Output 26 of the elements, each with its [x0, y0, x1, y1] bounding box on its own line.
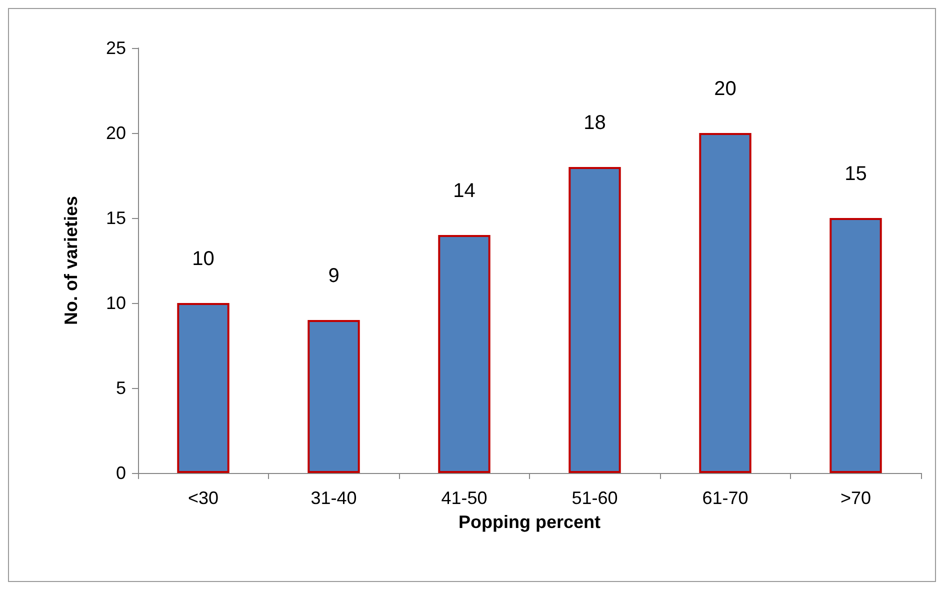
y-axis-title: No. of varieties	[61, 196, 81, 326]
bar	[699, 133, 752, 473]
y-tick-label: 10	[106, 293, 126, 313]
bar	[830, 218, 882, 473]
data-label: 10	[192, 248, 214, 270]
bar	[438, 235, 490, 473]
x-tick-label: 51-60	[572, 488, 618, 508]
data-label: 20	[714, 78, 736, 100]
bar	[568, 167, 621, 473]
y-tick-label: 5	[116, 378, 126, 398]
x-tick-label: 61-70	[702, 488, 748, 508]
bar	[177, 303, 230, 473]
y-tick-label: 25	[106, 38, 126, 58]
x-tick-label: 31-40	[310, 488, 357, 508]
data-label: 18	[584, 112, 606, 134]
data-label: 14	[453, 180, 476, 202]
y-tick-label: 0	[116, 463, 126, 483]
x-tick-label: 41-50	[441, 488, 488, 508]
y-tick-label: 20	[106, 123, 126, 143]
data-label: 9	[328, 265, 340, 287]
y-tick-label: 15	[106, 208, 126, 228]
x-axis-title: Popping percent	[458, 512, 601, 532]
bar	[308, 320, 360, 473]
data-label: 15	[844, 163, 867, 185]
x-tick-label: <30	[188, 488, 219, 508]
x-tick-label: >70	[840, 488, 872, 508]
